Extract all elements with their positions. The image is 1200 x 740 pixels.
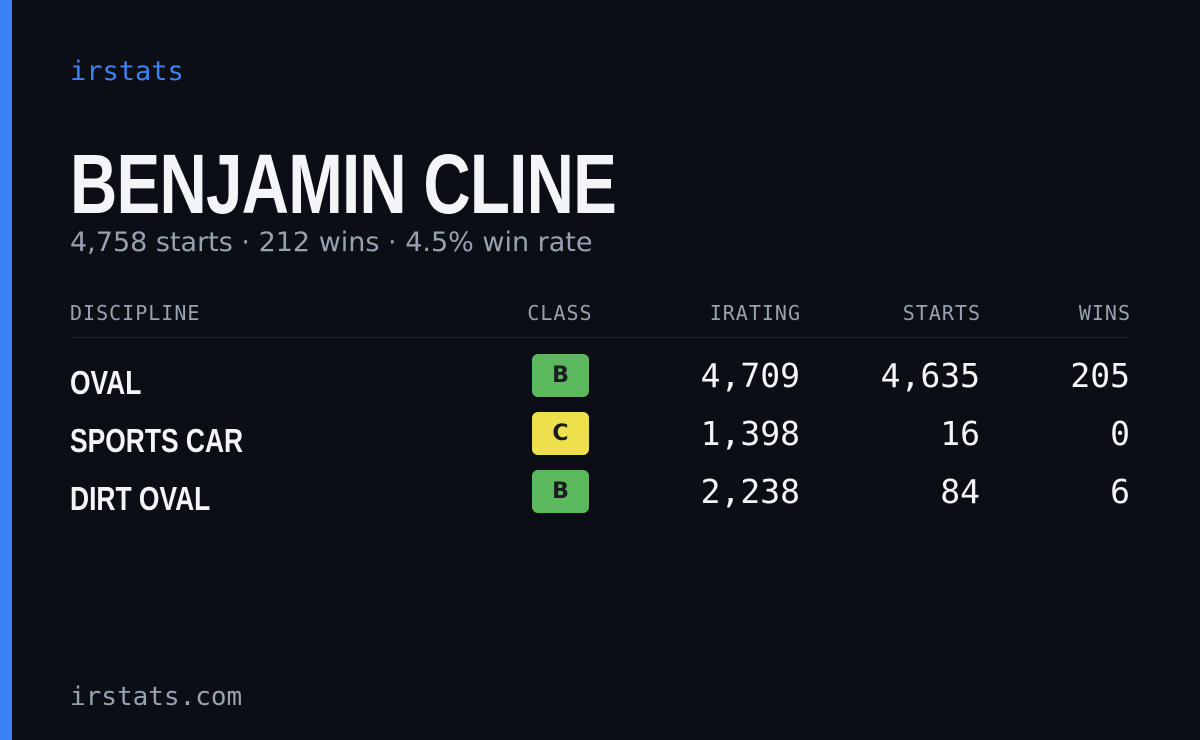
class-badge: C [532, 412, 589, 455]
starts: 16 [940, 414, 980, 453]
class-badge: B [532, 470, 589, 513]
header-rule [70, 337, 1130, 338]
starts: 84 [940, 472, 980, 511]
brand[interactable]: irstats [70, 56, 184, 87]
wins: 0 [1110, 414, 1130, 453]
class-badge: B [532, 354, 589, 397]
irating: 2,238 [700, 472, 800, 511]
wins: 6 [1110, 472, 1130, 511]
driver-summary: 4,758 starts · 212 wins · 4.5% win rate [70, 227, 593, 258]
irating: 1,398 [700, 414, 800, 453]
header-starts: STARTS [902, 301, 981, 325]
header-discipline: DISCIPLINE [70, 301, 201, 325]
header-irating: IRATING [709, 301, 801, 325]
irating: 4,709 [700, 356, 800, 395]
driver-name: BENJAMIN CLINE [70, 137, 617, 231]
starts: 4,635 [880, 356, 980, 395]
header-wins: WINS [1078, 301, 1131, 325]
accent-bar [0, 0, 12, 740]
discipline: DIRT OVAL [70, 480, 211, 517]
header-class: CLASS [527, 301, 593, 325]
footer[interactable]: irstats.com [70, 682, 243, 712]
wins: 205 [1070, 356, 1130, 395]
discipline: SPORTS CAR [70, 422, 244, 459]
discipline: OVAL [70, 364, 142, 401]
